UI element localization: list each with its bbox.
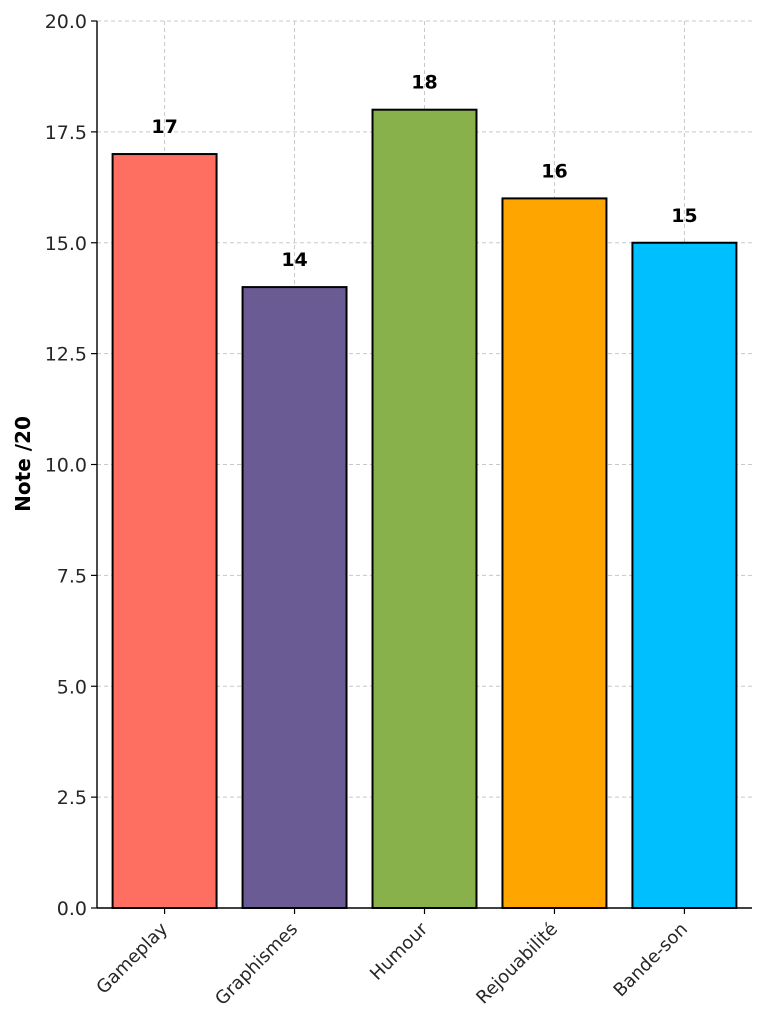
y-tick-label: 17.5: [45, 122, 87, 144]
bars: [111, 108, 738, 910]
bar-gameplay: [111, 153, 218, 910]
y-axis-title: Note /20: [11, 416, 35, 512]
value-label: 15: [671, 205, 697, 227]
value-label: 18: [411, 72, 437, 94]
value-label: 16: [541, 160, 567, 182]
x-tick-label: Bande-son: [610, 919, 692, 1001]
value-label: 14: [281, 249, 307, 271]
y-tick-label: 10.0: [45, 455, 87, 477]
bar-rejouabilité: [501, 197, 608, 909]
axes: [91, 20, 752, 914]
x-tick-label: Gameplay: [92, 918, 172, 998]
bar-bande-son: [631, 241, 738, 909]
y-tick-label: 7.5: [57, 565, 87, 587]
y-tick-label: 2.5: [57, 787, 87, 809]
y-tick-label: 12.5: [45, 344, 87, 366]
bar-humour: [371, 108, 478, 909]
y-tick-label: 0.0: [57, 898, 87, 920]
x-tick-label: Rejouabilité: [472, 919, 562, 1009]
bar-graphismes: [241, 286, 348, 910]
value-label: 17: [151, 116, 177, 138]
y-tick-label: 20.0: [45, 11, 87, 33]
y-tick-label: 15.0: [45, 233, 87, 255]
x-tick-label: Humour: [366, 918, 432, 984]
x-tick-label: Graphismes: [211, 919, 302, 1010]
y-tick-label: 5.0: [57, 676, 87, 698]
